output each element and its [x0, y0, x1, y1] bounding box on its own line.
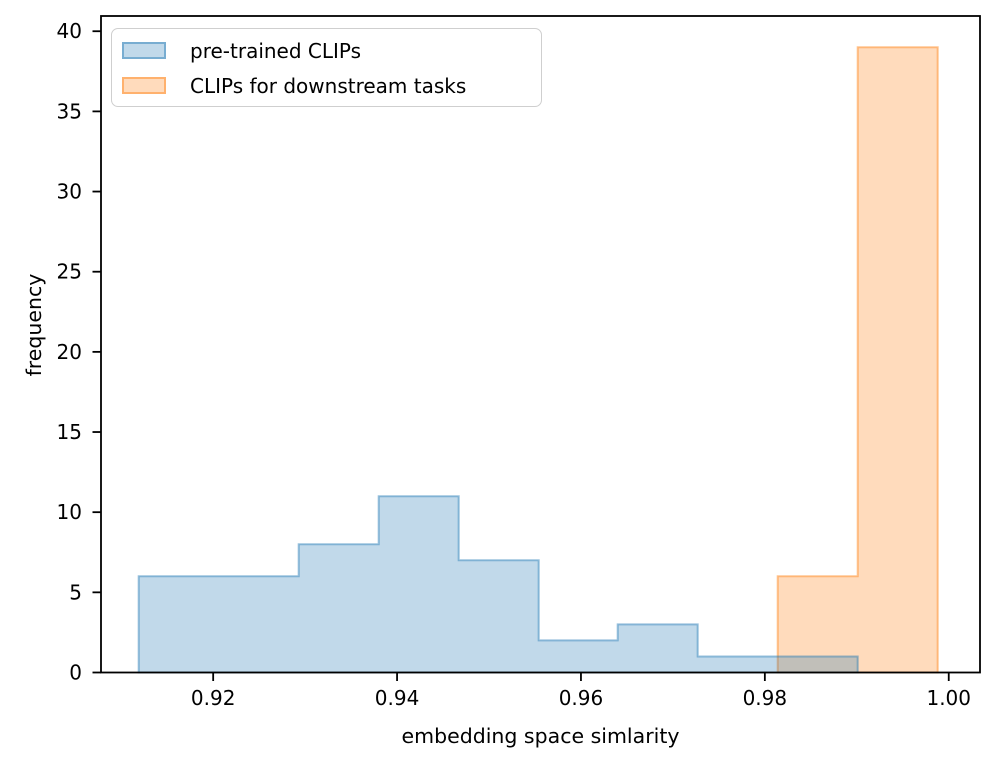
- x-axis-label: embedding space simlarity: [401, 724, 679, 748]
- histogram-layer: [137, 46, 939, 674]
- x-tick-label: 0.98: [743, 686, 788, 710]
- y-tick-label: 30: [57, 180, 82, 204]
- histogram-series-0: [137, 495, 859, 674]
- y-tick-label: 10: [57, 500, 82, 524]
- y-tick-label: 40: [57, 19, 82, 43]
- histogram-series-1: [776, 46, 939, 674]
- y-tick-label: 25: [57, 260, 82, 284]
- ticks-layer: 0.92 0.94 0.96 0.98 1.00 0 5 10 15 20 25 30 35 40: [57, 19, 971, 710]
- x-tick-label: 1.00: [926, 686, 971, 710]
- y-tick-label: 20: [57, 340, 82, 364]
- y-tick-label: 0: [69, 661, 82, 685]
- legend-label-downstream-clips: CLIPs for downstream tasks: [190, 73, 467, 98]
- legend-swatch-pretrained-clips: [122, 42, 166, 59]
- legend-item-pretrained: pre-trained CLIPs: [112, 33, 541, 68]
- y-tick-label: 5: [69, 580, 82, 604]
- y-tick-label: 35: [57, 99, 82, 123]
- y-tick-label: 15: [57, 420, 82, 444]
- legend-item-downstream: CLIPs for downstream tasks: [112, 68, 541, 103]
- x-tick-label: 0.94: [375, 686, 420, 710]
- legend-swatch-downstream-clips: [122, 77, 166, 94]
- plot-frame: [100, 15, 981, 674]
- x-tick-label: 0.92: [191, 686, 236, 710]
- legend-label-pretrained-clips: pre-trained CLIPs: [190, 38, 362, 63]
- x-tick-label: 0.96: [559, 686, 604, 710]
- y-axis-label: frequency: [22, 274, 46, 377]
- legend: pre-trained CLIPs CLIPs for downstream t…: [111, 28, 542, 107]
